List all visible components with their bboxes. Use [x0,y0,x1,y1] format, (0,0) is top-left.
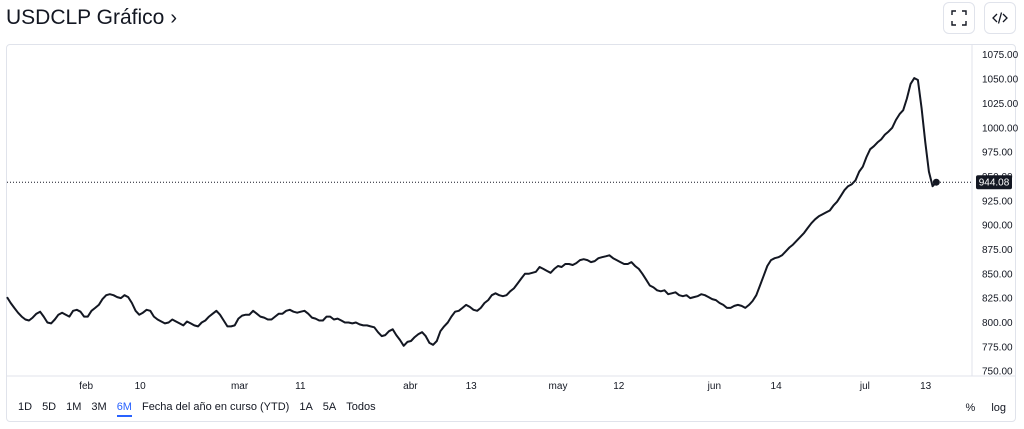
chart-widget [6,44,1016,422]
scale-options: % log [966,402,1006,414]
current-price-badge [976,175,1012,190]
y-tick-label: 900.00 [982,221,1013,232]
range-button[interactable]: Todos [346,401,376,413]
x-tick-label: may [549,381,568,392]
range-button[interactable]: 6M [116,399,132,417]
current-price-label: 944.08 [979,178,1010,189]
range-button[interactable]: 1M [66,401,82,413]
x-tick-label: 13 [920,381,932,392]
x-tick-label: feb [79,381,93,392]
chart-title: USDCLP Gráfico [6,6,165,29]
x-tick-label: jun [707,381,721,392]
range-button[interactable]: Fecha del año en curso (YTD) [141,401,290,413]
x-tick-label: abr [403,381,418,392]
last-price-point [932,178,940,186]
y-tick-label: 1025.00 [982,99,1019,110]
y-tick-label: 825.00 [982,294,1013,305]
fullscreen-button[interactable] [943,2,975,34]
y-tick-label: 800.00 [982,318,1013,329]
embed-code-button[interactable] [984,2,1016,34]
x-tick-label: 12 [613,381,625,392]
x-tick-label: 13 [466,381,478,392]
range-button[interactable]: 5D [42,401,57,413]
x-tick-label: 14 [771,381,783,392]
log-scale-toggle[interactable]: log [991,402,1006,414]
fullscreen-icon [951,10,967,26]
y-tick-label: 775.00 [982,342,1013,353]
range-button[interactable]: 1A [299,401,313,413]
y-tick-label: 850.00 [982,269,1013,280]
percent-scale-toggle[interactable]: % [965,402,976,414]
x-tick-label: 11 [295,381,306,392]
y-tick-label: 975.00 [982,148,1013,159]
y-tick-label: 1075.00 [982,50,1019,61]
chevron-right-icon: › [170,7,178,29]
chart-title-link[interactable]: USDCLP Gráfico › [6,4,177,32]
range-button[interactable]: 5A [322,401,337,413]
range-button[interactable]: 1D [18,401,33,413]
range-buttons: 1D 5D 1M 3M 6M Fecha del año en curso (YTD) 1A… [6,399,381,417]
y-tick-label: 1000.00 [982,123,1019,134]
code-icon [992,12,1008,24]
y-tick-label: 750.00 [982,367,1013,378]
y-tick-label: 875.00 [982,245,1013,256]
y-tick-label: 1050.00 [982,75,1019,86]
range-toolbar: 1D 5D 1M 3M 6M Fecha del año en curso (YTD) 1A… [6,396,1016,420]
range-button[interactable]: 3M [91,401,107,413]
x-tick-label: jul [859,381,870,392]
header: USDCLP Gráfico › [0,0,1024,40]
y-tick-label: 925.00 [982,196,1013,207]
x-tick-label: 10 [135,381,147,392]
price-line [6,77,938,347]
x-tick-label: mar [231,381,249,392]
